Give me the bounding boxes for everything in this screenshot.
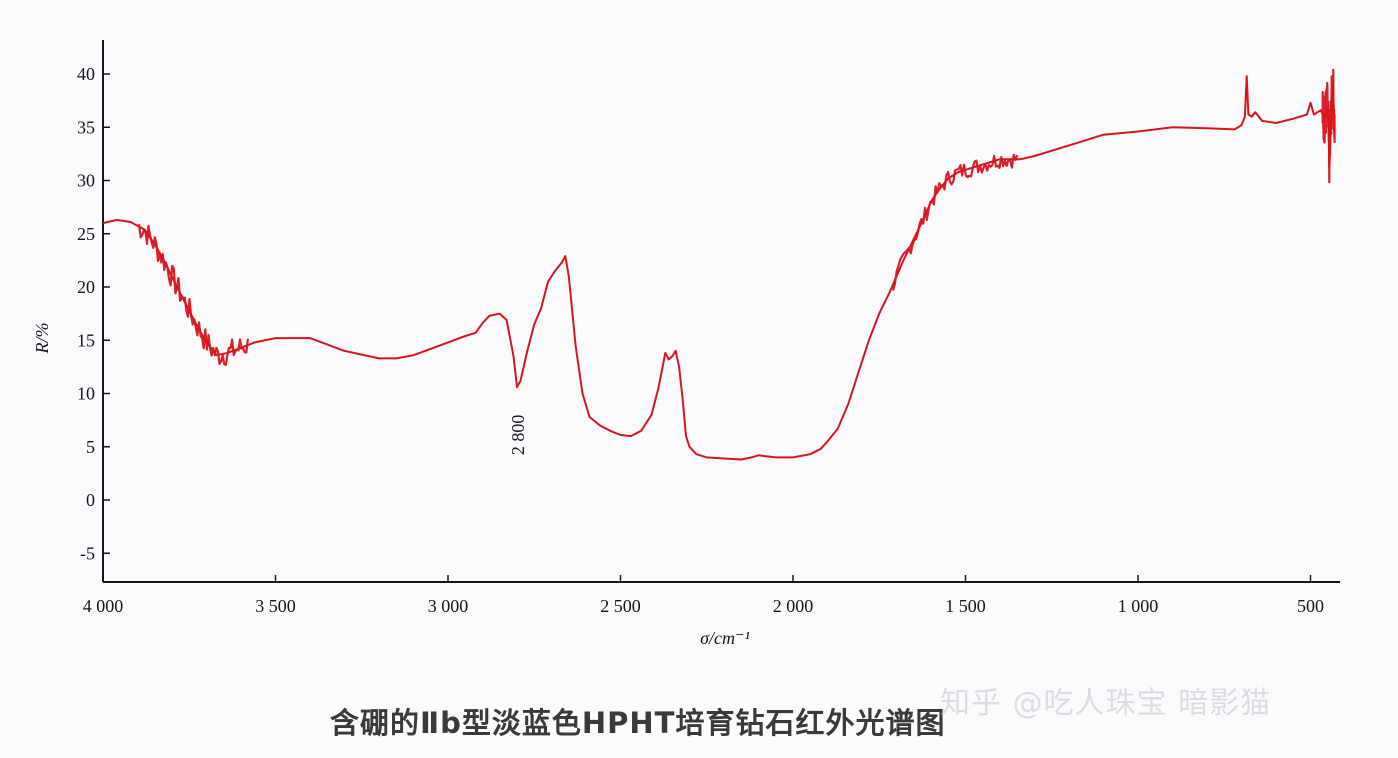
figure-caption: 含硼的Ⅱb型淡蓝色HPHT培育钻石红外光谱图 — [330, 706, 946, 740]
x-tick-label: 2 500 — [600, 596, 641, 616]
chart-axes — [102, 40, 1340, 584]
y-tick-label: 20 — [77, 277, 95, 297]
y-axis-title: R/% — [32, 323, 52, 355]
x-tick-label: 2 000 — [773, 596, 814, 616]
x-tick-label: 3 500 — [255, 596, 296, 616]
y-tick-label: 30 — [77, 171, 95, 191]
y-tick-label: 35 — [77, 117, 95, 137]
x-axis-title: σ/cm⁻¹ — [700, 628, 750, 648]
y-tick-label: 15 — [77, 330, 95, 350]
x-tick-label: 1 500 — [945, 596, 986, 616]
watermark: 知乎 @吃人珠宝 暗影猫 — [940, 686, 1272, 721]
peak-annotations: 2 800 — [508, 415, 528, 456]
y-tick-label: 0 — [86, 490, 95, 510]
axis-ticks: 40 35 30 25 20 15 10 5 0 -5 4 000 3 500 3 000 2 500 2 … — [77, 64, 1324, 616]
y-tick-label: 5 — [86, 437, 95, 457]
x-tick-label: 500 — [1297, 596, 1324, 616]
y-tick-label: -5 — [80, 543, 95, 563]
x-tick-label: 3 000 — [428, 596, 469, 616]
y-tick-label: 25 — [77, 224, 95, 244]
y-tick-label: 40 — [77, 64, 95, 84]
y-tick-label: 10 — [77, 384, 95, 404]
peak-label: 2 800 — [508, 415, 528, 456]
x-tick-label: 1 000 — [1118, 596, 1159, 616]
reflectance-line — [102, 75, 1336, 461]
noise-fill — [136, 68, 1336, 366]
x-tick-label: 4 000 — [83, 596, 124, 616]
axis-labels: σ/cm⁻¹ R/% — [32, 323, 750, 649]
